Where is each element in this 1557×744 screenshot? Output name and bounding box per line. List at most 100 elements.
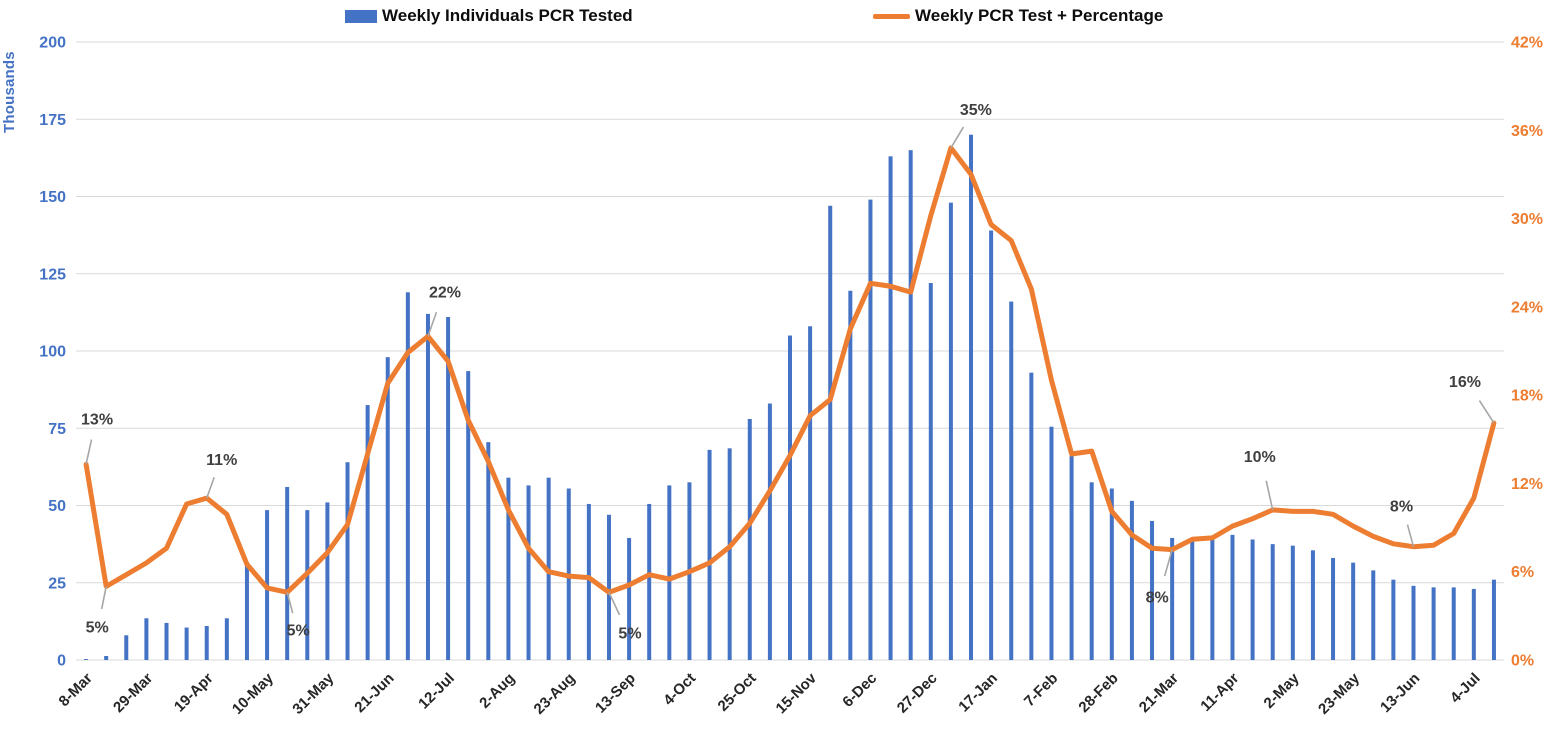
bar-week-17-Jan — [989, 230, 994, 661]
y-axis-tick-label-left: 125 — [39, 266, 66, 283]
bar-week-10-Jan — [969, 134, 974, 660]
bar-week-12-Apr — [184, 627, 189, 660]
x-axis-tick-label: 4-Jul — [1447, 670, 1484, 707]
bar-week-6-Sep — [606, 514, 611, 660]
bar-week-12-Jul — [446, 317, 451, 660]
annotation-leader — [1406, 524, 1415, 547]
bar-week-2-Aug — [506, 477, 511, 660]
y-axis-tick-label-left: 50 — [48, 498, 66, 515]
annotation-leader — [608, 591, 621, 616]
x-axis-tick-label: 21-Jun — [351, 670, 397, 716]
annotation-label: 5% — [86, 619, 109, 636]
y-axis-tick-label-left: 150 — [39, 189, 66, 206]
bar-week-14-Mar — [1150, 520, 1155, 660]
bar-week-15-Nov — [808, 326, 813, 660]
bar-week-25-Apr — [1270, 544, 1275, 660]
y-axis-tick-label-left: 100 — [39, 344, 66, 361]
bar-week-5-Jul — [425, 313, 430, 660]
annotation-label: 16% — [1449, 374, 1481, 391]
bar-week-13-Jun — [1411, 585, 1416, 660]
bar-week-6-Jun — [1391, 579, 1396, 660]
annotation-label: 5% — [287, 622, 310, 639]
bar-week-21-Mar — [1170, 537, 1175, 660]
bar-week-3-May — [244, 564, 249, 660]
annotation-leader — [1478, 400, 1495, 424]
bar-week-14-Feb — [1069, 456, 1074, 660]
bar-week-4-Jul — [1471, 588, 1476, 660]
bar-week-5-Apr — [164, 622, 169, 660]
x-axis-tick-label: 23-Aug — [531, 670, 579, 718]
y-axis-tick-label-right: 0% — [1511, 653, 1534, 670]
bar-week-13-Dec — [888, 156, 893, 660]
bar-week-14-Jun — [365, 405, 370, 660]
bar-week-24-Jan — [1009, 301, 1014, 660]
x-axis-tick-label: 2-May — [1261, 669, 1304, 712]
bar-week-28-Jun — [405, 292, 410, 660]
x-axis-tick-label: 15-Nov — [773, 669, 821, 717]
pct-positive-line — [83, 145, 1497, 595]
bar-week-31-May — [325, 502, 330, 660]
bar-week-9-Aug — [526, 485, 531, 660]
bar-week-29-Mar — [144, 618, 149, 660]
bar-week-7-Jun — [345, 462, 350, 660]
bar-week-27-Jun — [1451, 587, 1456, 660]
bar-week-15-Mar — [104, 655, 109, 660]
x-axis-tick-label: 29-Mar — [110, 670, 156, 716]
y-axis-tick-label-right: 36% — [1511, 123, 1543, 140]
legend-item-tested: Weekly Individuals PCR Tested — [345, 6, 633, 26]
bar-week-30-May — [1371, 570, 1376, 660]
bar-week-17-May — [285, 486, 290, 660]
annotation-leader — [205, 476, 215, 499]
annotation-label: 5% — [618, 625, 641, 642]
x-axis-tick-label: 6-Dec — [839, 670, 880, 711]
bar-week-22-Mar — [124, 635, 129, 660]
bar-week-19-Jul — [466, 371, 471, 660]
x-axis-tick-label: 31-May — [289, 669, 337, 717]
legend-swatch-bar — [345, 9, 377, 23]
x-axis-tick-label: 7-Feb — [1021, 670, 1061, 710]
bar-week-21-Jun — [385, 357, 390, 660]
bar-week-7-Feb — [1049, 426, 1054, 660]
x-axis-tick-label: 8-Mar — [56, 670, 96, 710]
annotation-label: 35% — [960, 102, 992, 119]
annotation-label: 8% — [1146, 590, 1169, 607]
bar-week-7-Mar — [1129, 500, 1134, 660]
bar-week-16-May — [1331, 558, 1336, 660]
bar-week-11-Jul — [1491, 579, 1496, 660]
y-axis-tick-label-left: 175 — [39, 112, 66, 129]
annotation-leader — [1265, 480, 1274, 511]
legend-label-percentage: Weekly PCR Test + Percentage — [915, 6, 1164, 25]
y-axis-tick-label-right: 18% — [1511, 388, 1543, 405]
y-axis-tick-label-right: 6% — [1511, 564, 1534, 581]
bar-week-30-Aug — [586, 503, 591, 660]
annotation-leader — [1163, 549, 1173, 577]
annotation-leader — [950, 126, 965, 149]
bar-week-22-Nov — [828, 205, 833, 660]
legend-label-tested: Weekly Individuals PCR Tested — [382, 6, 633, 25]
bar-week-9-May — [1310, 550, 1315, 660]
bar-week-24-May — [305, 510, 310, 660]
x-axis-tick-label: 23-May — [1315, 669, 1363, 717]
bar-week-27-Dec — [928, 283, 933, 660]
annotation-leader — [286, 592, 294, 614]
annotation-label: 11% — [206, 452, 237, 469]
bar-week-28-Mar — [1190, 537, 1195, 660]
x-axis-tick-label: 17-Jan — [955, 670, 1001, 716]
bar-week-29-Nov — [848, 290, 853, 660]
bar-week-25-Oct — [747, 418, 752, 660]
x-axis-tick-label: 25-Oct — [715, 670, 760, 715]
bar-week-18-Oct — [727, 448, 732, 660]
y-axis-tick-label-right: 12% — [1511, 476, 1543, 493]
bar-week-20-Jun — [1431, 587, 1436, 660]
x-axis-tick-label: 2-Aug — [476, 670, 518, 712]
x-axis-tick-label: 13-Jun — [1377, 670, 1423, 716]
x-axis-tick-label: 13-Sep — [592, 670, 639, 717]
legend-item-percentage: Weekly PCR Test + Percentage — [873, 6, 1163, 26]
legend-swatch-line — [873, 13, 910, 19]
x-axis-tick-label: 4-Oct — [660, 670, 699, 709]
bar-week-8-Mar — [84, 659, 89, 660]
y-axis-tick-label-left: 75 — [48, 421, 66, 438]
bar-week-27-Sep — [667, 485, 672, 660]
